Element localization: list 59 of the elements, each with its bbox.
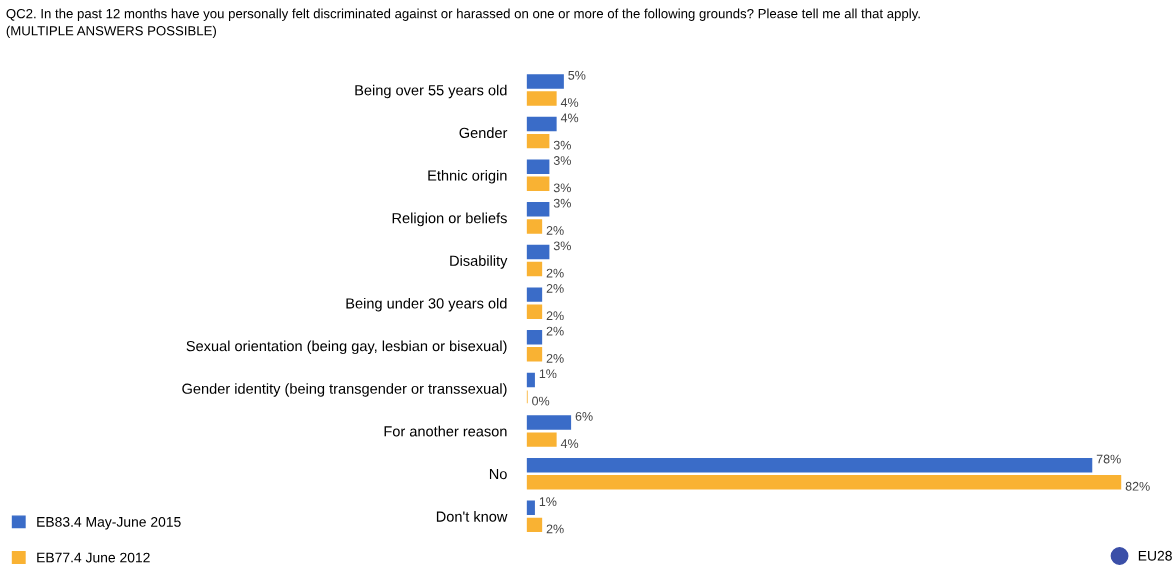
bar	[526, 176, 550, 191]
data-label: 5%	[568, 70, 586, 80]
data-label: 4%	[560, 113, 579, 123]
data-label: 3%	[553, 241, 571, 251]
bar	[526, 347, 543, 362]
legend-label: EB77.4 June 2012	[37, 552, 150, 563]
y-tick-label: Sexual orientation (being gay, lesbian or bisexual)	[186, 340, 507, 355]
bar	[526, 372, 535, 388]
data-label: 1%	[539, 369, 557, 379]
y-tick-label: Gender	[459, 127, 508, 139]
bar	[526, 457, 1093, 473]
data-label: 2%	[546, 524, 564, 534]
data-label: 2%	[546, 284, 564, 293]
bar	[526, 475, 1122, 490]
data-label: 1%	[539, 497, 557, 507]
data-label: 2%	[546, 326, 564, 336]
bar	[526, 261, 543, 277]
y-tick-label: Disability	[450, 255, 508, 269]
bar	[526, 500, 535, 516]
chart-title: QC2. In the past 12 months have you personally felt discriminated against or harassed on one or more of the following grounds? Please tell me all that apply.	[6, 8, 920, 21]
data-label: 2%	[546, 226, 564, 235]
y-tick-label: No	[489, 468, 507, 480]
data-label: 2%	[546, 311, 564, 321]
data-label: 82%	[1125, 481, 1150, 491]
bar	[526, 74, 564, 89]
y-tick-label: Ethnic origin	[428, 169, 507, 184]
data-label: 6%	[575, 411, 593, 421]
bar	[526, 287, 543, 302]
bar	[526, 304, 543, 319]
data-label: 2%	[546, 268, 564, 278]
y-tick-label: Don't know	[436, 511, 508, 522]
y-tick-label: Being under 30 years old	[346, 297, 507, 312]
bar	[526, 91, 557, 106]
bar	[526, 219, 543, 234]
data-label: 4%	[560, 439, 579, 449]
text: EU28	[1138, 550, 1172, 561]
data-label: 3%	[553, 140, 571, 150]
data-label: 3%	[553, 156, 571, 165]
bar	[526, 159, 550, 174]
bar	[526, 133, 550, 149]
text: (MULTIPLE ANSWERS POSSIBLE)	[6, 25, 216, 39]
bar	[526, 517, 543, 533]
y-tick-label: Gender identity (being transgender or transsexual)	[182, 383, 507, 397]
data-label: 78%	[1096, 454, 1121, 464]
data-label: 4%	[560, 98, 579, 107]
y-tick-label: Religion or beliefs	[392, 212, 507, 227]
data-label: 3%	[553, 198, 571, 208]
bar	[526, 244, 550, 260]
bar	[526, 330, 543, 345]
data-label: 0%	[532, 396, 550, 406]
data-label: 3%	[553, 183, 571, 193]
bar	[526, 415, 572, 430]
bar	[526, 202, 550, 217]
y-tick-label: Being over 55 years old	[355, 84, 507, 99]
data-label: 2%	[546, 353, 564, 363]
bar	[526, 116, 557, 132]
bar	[526, 432, 557, 447]
y-tick-label: For another reason	[384, 425, 507, 437]
legend-label: EB83.4 May-June 2015	[37, 516, 181, 530]
